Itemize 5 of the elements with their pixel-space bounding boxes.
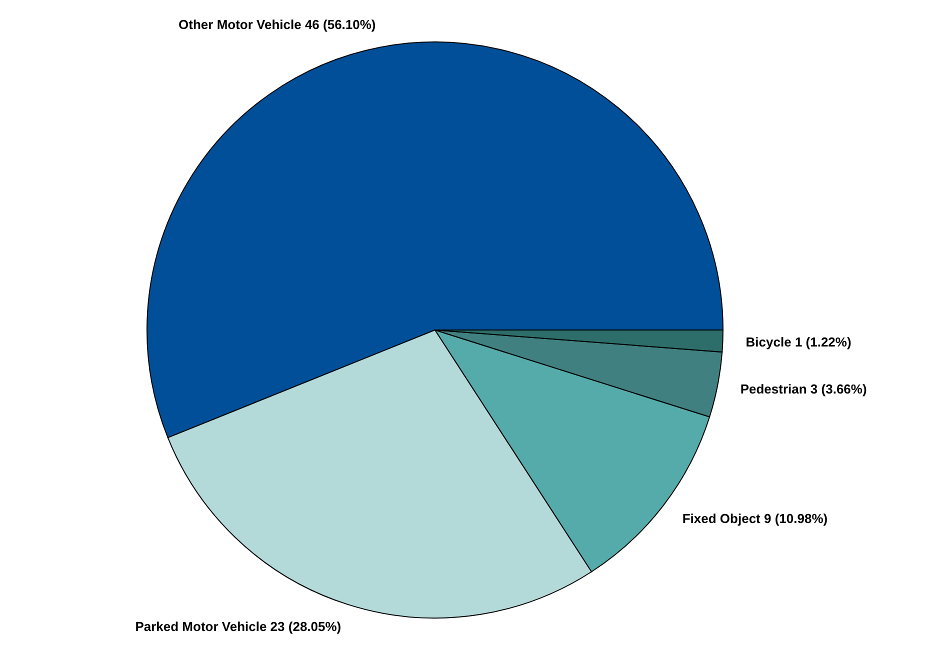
slice-label: Bicycle 1 (1.22%) [746, 334, 852, 350]
slice-label: Parked Motor Vehicle 23 (28.05%) [135, 619, 342, 634]
slice-label: Pedestrian 3 (3.66%) [740, 382, 867, 397]
slice-label: Fixed Object 9 (10.98%) [682, 511, 828, 526]
slice-label: Other Motor Vehicle 46 (56.10%) [178, 17, 376, 32]
